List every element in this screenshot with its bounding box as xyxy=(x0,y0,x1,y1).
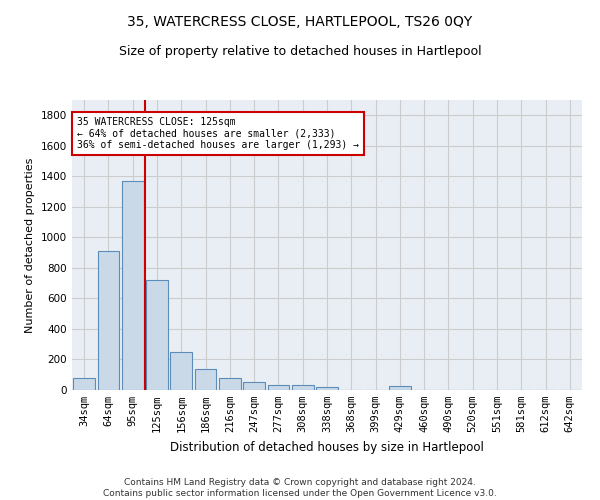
Bar xyxy=(146,280,168,390)
Bar xyxy=(97,251,119,390)
Text: 35, WATERCRESS CLOSE, HARTLEPOOL, TS26 0QY: 35, WATERCRESS CLOSE, HARTLEPOOL, TS26 0… xyxy=(127,15,473,29)
Bar xyxy=(194,370,217,390)
X-axis label: Distribution of detached houses by size in Hartlepool: Distribution of detached houses by size … xyxy=(170,440,484,454)
Bar xyxy=(219,378,241,390)
Text: 35 WATERCRESS CLOSE: 125sqm
← 64% of detached houses are smaller (2,333)
36% of : 35 WATERCRESS CLOSE: 125sqm ← 64% of det… xyxy=(77,117,359,150)
Text: Contains HM Land Registry data © Crown copyright and database right 2024.
Contai: Contains HM Land Registry data © Crown c… xyxy=(103,478,497,498)
Bar xyxy=(122,181,143,390)
Bar xyxy=(268,386,289,390)
Bar xyxy=(243,382,265,390)
Bar xyxy=(292,386,314,390)
Text: Size of property relative to detached houses in Hartlepool: Size of property relative to detached ho… xyxy=(119,45,481,58)
Y-axis label: Number of detached properties: Number of detached properties xyxy=(25,158,35,332)
Bar xyxy=(389,386,411,390)
Bar xyxy=(73,378,95,390)
Bar xyxy=(316,387,338,390)
Bar xyxy=(170,352,192,390)
